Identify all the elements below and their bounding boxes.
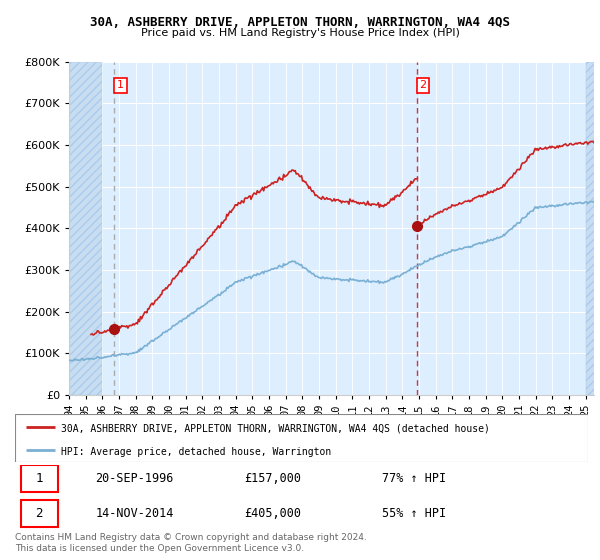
Text: 30A, ASHBERRY DRIVE, APPLETON THORN, WARRINGTON, WA4 4QS (detached house): 30A, ASHBERRY DRIVE, APPLETON THORN, WAR… (61, 424, 490, 433)
Text: 55% ↑ HPI: 55% ↑ HPI (382, 507, 446, 520)
Text: 20-SEP-1996: 20-SEP-1996 (95, 473, 173, 486)
Text: 1: 1 (117, 80, 124, 90)
Text: Contains HM Land Registry data © Crown copyright and database right 2024.
This d: Contains HM Land Registry data © Crown c… (15, 533, 367, 553)
Text: Price paid vs. HM Land Registry's House Price Index (HPI): Price paid vs. HM Land Registry's House … (140, 28, 460, 38)
Bar (21, 500, 58, 526)
Bar (21, 465, 58, 492)
Text: 77% ↑ HPI: 77% ↑ HPI (382, 473, 446, 486)
Text: 1: 1 (35, 473, 43, 486)
Text: HPI: Average price, detached house, Warrington: HPI: Average price, detached house, Warr… (61, 446, 331, 456)
Text: £157,000: £157,000 (244, 473, 301, 486)
Bar (586, 62, 600, 395)
Text: 30A, ASHBERRY DRIVE, APPLETON THORN, WARRINGTON, WA4 4QS: 30A, ASHBERRY DRIVE, APPLETON THORN, WAR… (90, 16, 510, 29)
Text: 14-NOV-2014: 14-NOV-2014 (95, 507, 173, 520)
Text: £405,000: £405,000 (244, 507, 301, 520)
Text: 2: 2 (419, 80, 427, 90)
Bar (69, 62, 103, 395)
Text: 2: 2 (35, 507, 43, 520)
